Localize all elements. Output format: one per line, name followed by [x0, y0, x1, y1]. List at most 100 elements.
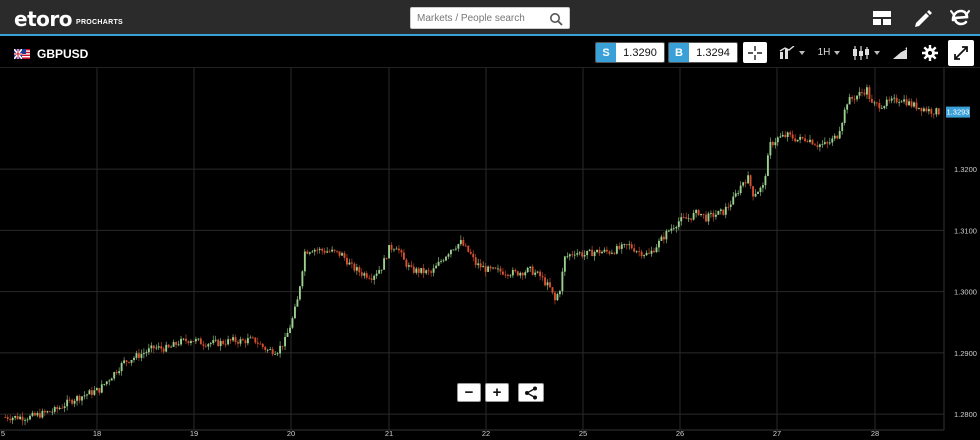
candle	[303, 248, 306, 276]
pencil-icon[interactable]	[911, 6, 935, 30]
buy-button[interactable]: B 1.3294	[668, 42, 738, 63]
candle	[648, 248, 650, 255]
fullscreen-button[interactable]	[948, 40, 974, 66]
candle	[323, 247, 326, 255]
candle	[601, 250, 603, 254]
sell-label: S	[596, 43, 616, 62]
search-icon[interactable]	[549, 12, 563, 26]
candle	[447, 252, 450, 260]
candle	[405, 258, 408, 270]
candle	[856, 95, 858, 102]
candle	[747, 171, 750, 184]
candle	[563, 255, 566, 276]
candlestick-chart[interactable]: 1.3200 1.3100 1.3000 1.2900 1.2800 5 18 19 20 21…	[0, 68, 980, 440]
candle	[380, 269, 383, 274]
candle	[284, 332, 286, 350]
share-icon	[525, 386, 537, 399]
candle	[502, 267, 504, 276]
candle	[301, 270, 304, 289]
candle	[187, 340, 190, 346]
candle	[586, 250, 589, 260]
candle	[630, 241, 633, 250]
candle	[615, 243, 618, 255]
candle	[140, 349, 143, 362]
candle	[826, 141, 829, 149]
candle	[863, 88, 866, 97]
candle	[620, 241, 623, 254]
x-tick-label: 22	[482, 429, 490, 438]
zoom-in-button[interactable]: +	[485, 383, 509, 402]
candle	[130, 359, 133, 366]
candle	[816, 141, 819, 150]
candle	[368, 275, 371, 280]
candle	[665, 229, 668, 244]
candle	[214, 335, 217, 343]
candle	[472, 250, 475, 262]
candle	[757, 191, 759, 194]
candle	[727, 202, 730, 211]
y-axis-labels: 1.3200 1.3100 1.3000 1.2900 1.2800	[954, 165, 977, 419]
candle	[910, 98, 913, 109]
candle	[239, 336, 242, 347]
candle	[402, 249, 405, 260]
candle	[313, 248, 316, 256]
layout-icon[interactable]	[870, 6, 894, 30]
indicators-dropdown[interactable]	[778, 42, 806, 63]
candle	[734, 189, 737, 198]
candle	[870, 94, 873, 104]
candle	[400, 248, 403, 257]
candle	[440, 259, 442, 264]
candle	[464, 243, 467, 247]
candle	[578, 251, 581, 256]
candle	[494, 266, 497, 270]
y-tick-label: 1.3000	[954, 288, 977, 297]
candle	[883, 105, 886, 110]
timeframe-dropdown[interactable]: 1H	[815, 42, 843, 63]
candle	[6, 415, 9, 422]
candle	[190, 339, 192, 346]
candle	[766, 153, 769, 177]
candle	[779, 132, 782, 139]
candle	[150, 342, 153, 353]
gear-icon	[922, 44, 938, 61]
candle	[878, 99, 881, 112]
settings-button[interactable]	[919, 42, 941, 63]
crosshair-button[interactable]	[743, 42, 767, 63]
candle	[192, 341, 195, 342]
top-bar: etoro PROCHARTS	[0, 0, 980, 36]
x-tick-label: 26	[676, 429, 684, 438]
candle	[63, 402, 66, 413]
candle	[618, 242, 621, 251]
buy-price: 1.3294	[689, 43, 737, 62]
candle	[425, 269, 428, 275]
candle	[308, 251, 311, 256]
candle	[321, 247, 324, 255]
price-chart[interactable]: 1.3200 1.3100 1.3000 1.2900 1.2800 5 18 19 20 21…	[0, 68, 980, 440]
drawing-tools-button[interactable]	[889, 42, 911, 63]
candle	[920, 107, 923, 117]
zoom-out-button[interactable]: −	[457, 383, 481, 402]
share-button[interactable]	[518, 383, 544, 402]
candle	[98, 387, 101, 396]
drawing-tools-icon	[893, 46, 907, 59]
search-input[interactable]	[417, 11, 547, 26]
candle	[407, 262, 410, 271]
candle	[516, 270, 519, 277]
candle	[227, 335, 230, 346]
chart-type-dropdown[interactable]	[851, 42, 881, 63]
current-price-tag	[946, 106, 970, 118]
candle	[276, 351, 279, 357]
etoro-e-icon[interactable]	[948, 6, 972, 30]
candle	[53, 405, 56, 414]
candle	[138, 348, 140, 362]
candle	[16, 412, 19, 420]
sell-button[interactable]: S 1.3290	[595, 42, 665, 63]
y-tick-label: 1.2900	[954, 349, 977, 358]
candle	[86, 393, 88, 400]
etoro-logo[interactable]: etoro PROCHARTS	[14, 7, 123, 29]
candle	[19, 414, 22, 420]
search-box[interactable]	[410, 7, 570, 29]
x-axis-labels: 5 18 19 20 21 22 25 26 27 28	[1, 429, 879, 438]
candle	[759, 186, 762, 196]
candle	[662, 232, 665, 244]
